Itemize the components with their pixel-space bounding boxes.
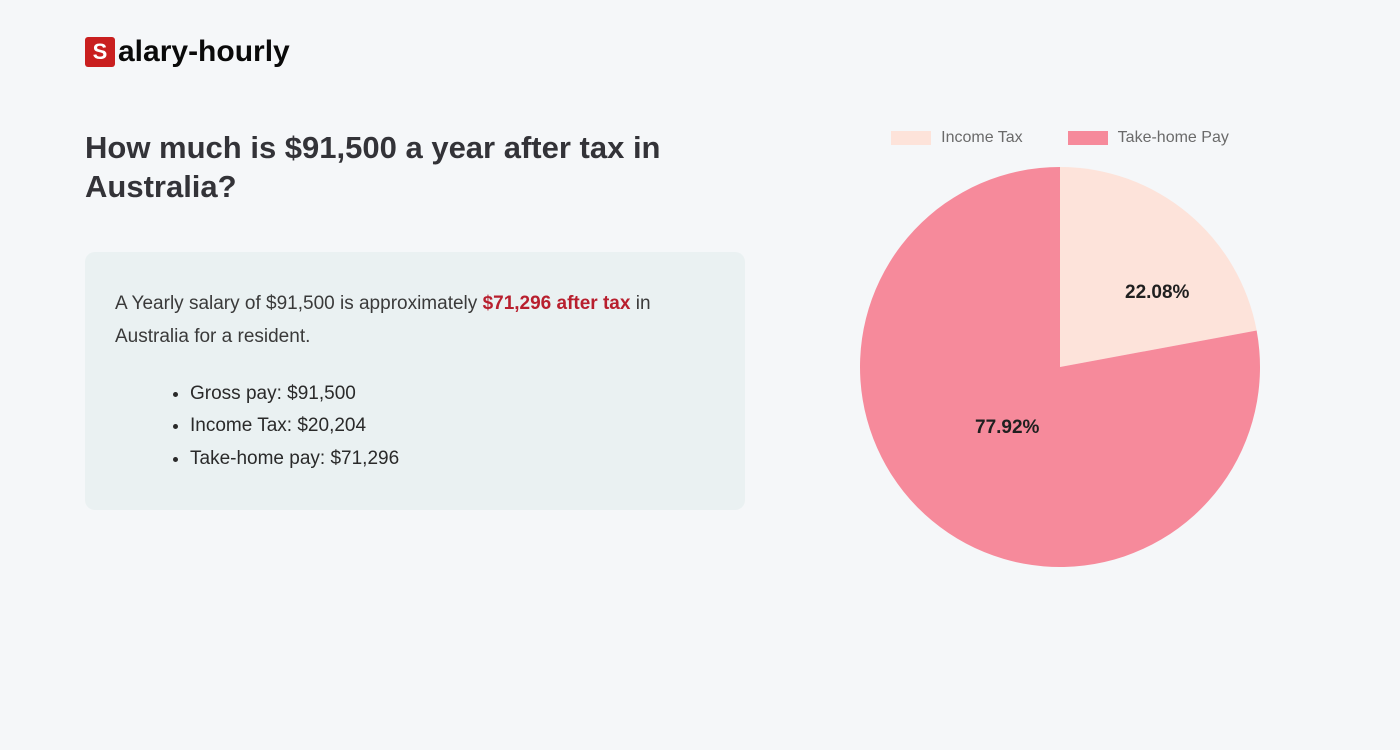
brand-badge: S <box>85 37 115 67</box>
legend-item-income-tax: Income Tax <box>891 129 1023 147</box>
left-column: How much is $91,500 a year after tax in … <box>85 129 745 567</box>
summary-callout: A Yearly salary of $91,500 is approximat… <box>85 252 745 510</box>
legend-label: Income Tax <box>941 129 1023 147</box>
summary-pre: A Yearly salary of $91,500 is approximat… <box>115 293 483 314</box>
list-item: Income Tax: $20,204 <box>190 410 715 442</box>
list-item: Gross pay: $91,500 <box>190 378 715 410</box>
brand-logo: Salary-hourly <box>85 35 1315 69</box>
legend-swatch <box>891 131 931 145</box>
chart-legend: Income Tax Take-home Pay <box>805 129 1315 147</box>
page-title: How much is $91,500 a year after tax in … <box>85 129 745 207</box>
summary-highlight: $71,296 after tax <box>483 293 631 314</box>
legend-item-take-home: Take-home Pay <box>1068 129 1229 147</box>
pie-slice-label-income-tax: 22.08% <box>1125 282 1189 304</box>
summary-paragraph: A Yearly salary of $91,500 is approximat… <box>115 287 715 354</box>
legend-swatch <box>1068 131 1108 145</box>
pie-slice-label-take-home: 77.92% <box>975 417 1039 439</box>
brand-text: alary-hourly <box>118 35 290 69</box>
main-content: How much is $91,500 a year after tax in … <box>85 129 1315 567</box>
pie-chart-container: 22.08% 77.92% <box>860 167 1260 567</box>
legend-label: Take-home Pay <box>1118 129 1229 147</box>
pie-chart <box>860 167 1260 567</box>
list-item: Take-home pay: $71,296 <box>190 443 715 475</box>
right-column: Income Tax Take-home Pay 22.08% 77.92% <box>805 129 1315 567</box>
summary-bullets: Gross pay: $91,500 Income Tax: $20,204 T… <box>115 378 715 475</box>
